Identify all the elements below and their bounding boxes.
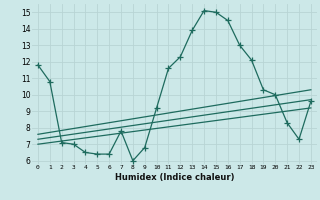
X-axis label: Humidex (Indice chaleur): Humidex (Indice chaleur): [115, 173, 234, 182]
